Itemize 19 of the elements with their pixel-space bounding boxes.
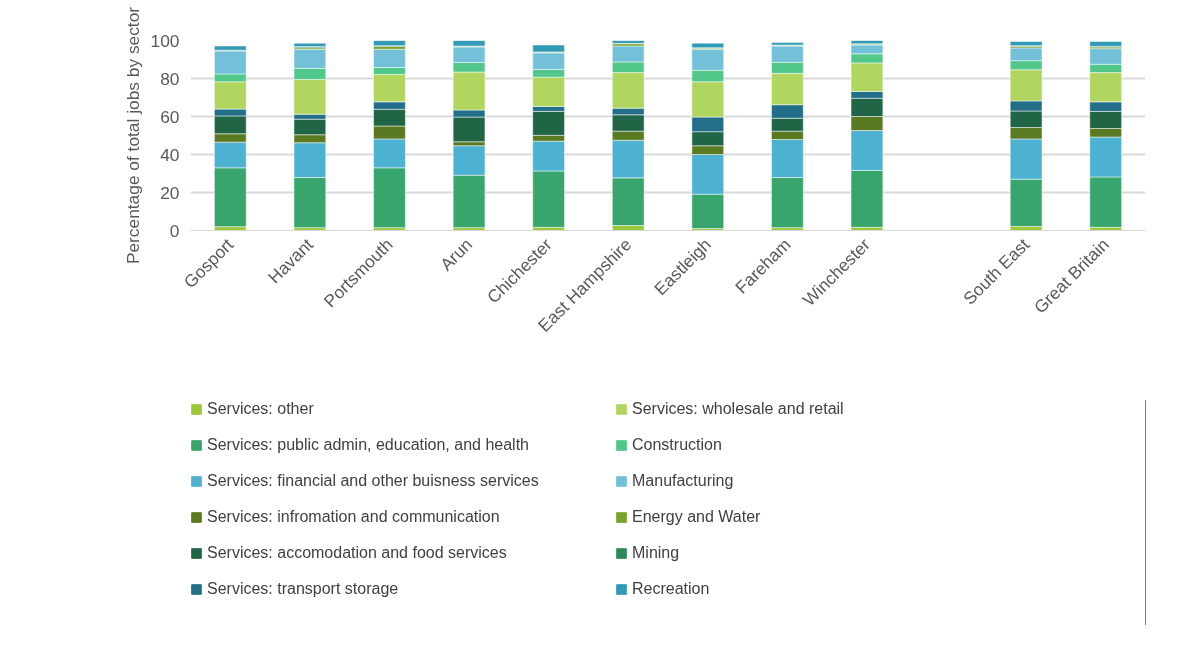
legend-label: Manufacturing — [632, 472, 735, 490]
y-tick-label: 80 — [160, 68, 180, 89]
y-tick-label: 60 — [160, 106, 180, 127]
legend-label: Services: wholesale and retail — [632, 400, 845, 418]
y-tick-label: 0 — [169, 220, 180, 241]
legend-label: Services: other — [207, 400, 315, 418]
legend-label: Services: financial and other buisness services — [207, 472, 540, 490]
y-tick-label: 20 — [160, 182, 180, 203]
legend-label: Recreation — [632, 580, 711, 598]
legend-label: Energy and Water — [632, 508, 762, 526]
legend-label: Services: transport storage — [207, 580, 400, 598]
y-tick-label: 100 — [150, 30, 180, 51]
y-tick-label: 40 — [160, 144, 180, 165]
legend-label: Services: infromation and communication — [207, 508, 501, 526]
legend-label: Construction — [632, 436, 723, 454]
legend-label: Services: public admin, education, and health — [207, 436, 530, 454]
legend-label: Mining — [632, 544, 681, 562]
y-axis-title: Percentage of total jobs by sector — [122, 6, 143, 265]
legend-label: Services: accomodation and food services — [207, 544, 508, 562]
